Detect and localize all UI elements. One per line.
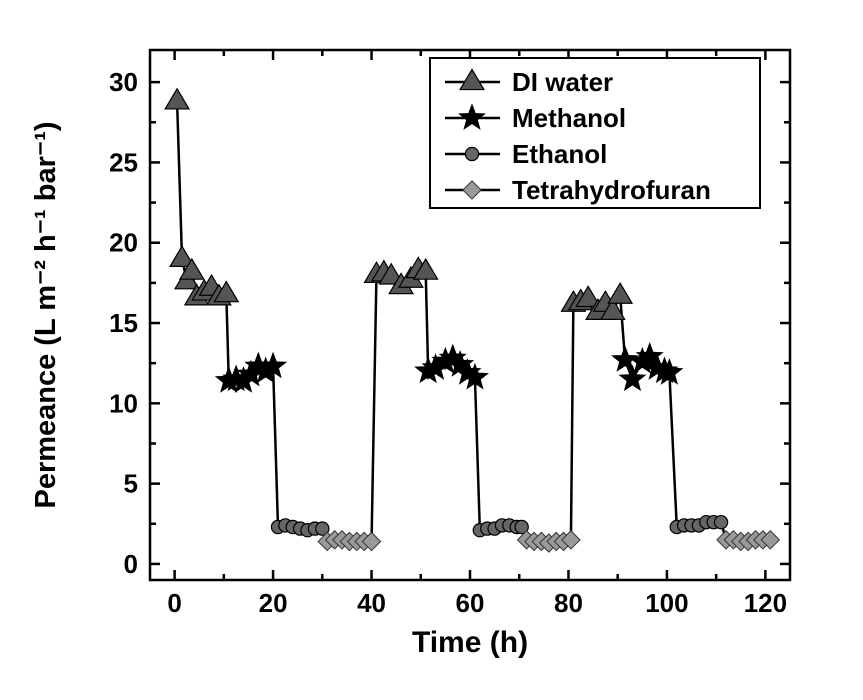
legend: DI water Methanol Ethanol Tetrahydrofuran xyxy=(430,58,760,208)
x-tick-label: 20 xyxy=(259,588,288,618)
permeance-chart: 0 20 40 60 80 100 120 0 5 10 15 20 25 30 Time (h) Perme… xyxy=(0,0,863,700)
legend-label-methanol: Methanol xyxy=(512,103,626,133)
y-tick-label: 15 xyxy=(109,308,138,338)
x-tick-label: 40 xyxy=(357,588,386,618)
legend-label-thf: Tetrahydrofuran xyxy=(512,175,711,205)
y-axis-title: Permeance (L m⁻² h⁻¹ bar⁻¹) xyxy=(30,121,62,508)
x-tick-label: 120 xyxy=(744,588,787,618)
y-tick-label: 0 xyxy=(124,549,138,579)
y-tick-label: 10 xyxy=(109,388,138,418)
x-tick-label: 80 xyxy=(554,588,583,618)
x-tick-label: 0 xyxy=(167,588,181,618)
y-tick-label: 5 xyxy=(124,469,138,499)
chart-svg: 0 20 40 60 80 100 120 0 5 10 15 20 25 30 Time (h) Perme… xyxy=(0,0,863,700)
x-tick-label: 60 xyxy=(456,588,485,618)
legend-label-ethanol: Ethanol xyxy=(512,139,607,169)
y-tick-label: 20 xyxy=(109,228,138,258)
x-tick-label: 100 xyxy=(645,588,688,618)
y-tick-label: 25 xyxy=(109,147,138,177)
legend-label-di_water: DI water xyxy=(512,67,613,97)
x-axis-title: Time (h) xyxy=(412,626,528,659)
y-tick-label: 30 xyxy=(109,67,138,97)
